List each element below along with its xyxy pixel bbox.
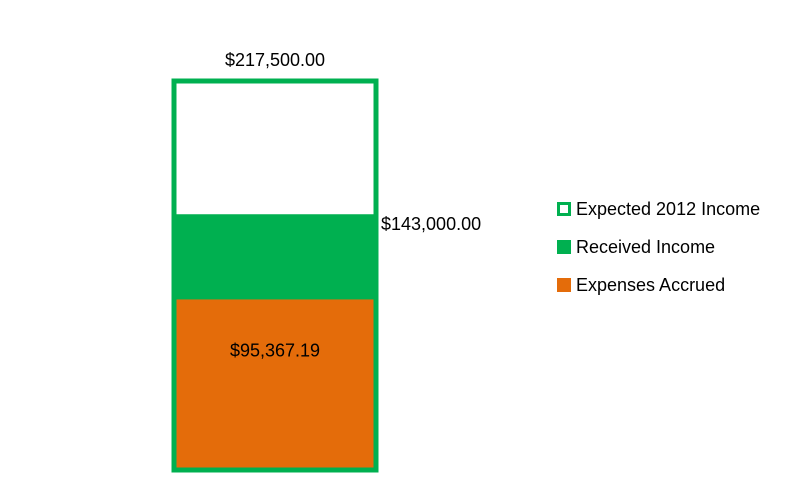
bar-expenses-accrued xyxy=(174,299,376,470)
label-expected-income: $217,500.00 xyxy=(225,50,325,70)
data-labels: $217,500.00 $143,000.00 $95,367.19 xyxy=(225,50,481,360)
legend-swatch-2 xyxy=(557,278,571,292)
label-received-income: $143,000.00 xyxy=(381,214,481,234)
legend: Expected 2012 Income Received Income Expen… xyxy=(557,199,760,295)
legend-swatch-1 xyxy=(557,240,571,254)
legend-label-2: Expenses Accrued xyxy=(576,275,725,295)
legend-swatch-0 xyxy=(557,202,571,216)
plot-area xyxy=(171,78,379,473)
label-expenses-accrued: $95,367.19 xyxy=(230,340,320,360)
legend-label-0: Expected 2012 Income xyxy=(576,199,760,219)
bar-expected-income-outline xyxy=(171,78,379,473)
legend-label-1: Received Income xyxy=(576,237,715,257)
